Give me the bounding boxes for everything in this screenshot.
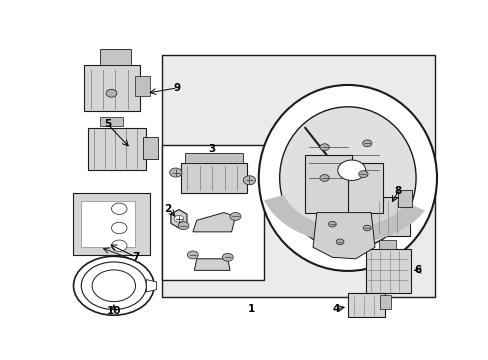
Circle shape xyxy=(328,221,336,227)
Circle shape xyxy=(363,225,370,231)
Bar xyxy=(365,249,410,293)
Bar xyxy=(100,117,123,126)
Bar xyxy=(369,193,381,209)
Circle shape xyxy=(92,270,135,302)
Circle shape xyxy=(358,171,367,177)
Polygon shape xyxy=(194,259,230,270)
Circle shape xyxy=(222,253,233,261)
Bar xyxy=(100,49,131,65)
Circle shape xyxy=(169,168,182,177)
Circle shape xyxy=(111,240,127,251)
Text: 9: 9 xyxy=(173,83,181,93)
Bar xyxy=(397,190,411,207)
Polygon shape xyxy=(146,280,156,292)
Bar xyxy=(378,239,395,249)
Bar xyxy=(185,153,243,163)
Text: 2: 2 xyxy=(164,204,171,214)
Text: 10: 10 xyxy=(106,306,121,316)
Ellipse shape xyxy=(279,107,415,249)
Circle shape xyxy=(337,160,365,180)
Bar xyxy=(135,76,150,95)
Polygon shape xyxy=(170,210,186,228)
Bar xyxy=(162,55,434,297)
Circle shape xyxy=(243,176,255,185)
Circle shape xyxy=(174,215,183,222)
Text: 4: 4 xyxy=(332,304,339,314)
Bar xyxy=(81,201,135,247)
Bar xyxy=(142,137,158,159)
Bar xyxy=(181,163,246,193)
Circle shape xyxy=(319,175,328,181)
Circle shape xyxy=(336,239,343,245)
Circle shape xyxy=(362,140,371,147)
Circle shape xyxy=(73,256,154,315)
Ellipse shape xyxy=(258,85,436,271)
Text: 8: 8 xyxy=(394,186,401,196)
Text: 7: 7 xyxy=(132,252,140,262)
Text: 6: 6 xyxy=(413,265,420,275)
Circle shape xyxy=(178,222,189,230)
Bar xyxy=(380,295,390,309)
Bar xyxy=(305,155,351,213)
Bar xyxy=(73,193,150,255)
Circle shape xyxy=(111,222,127,234)
Wedge shape xyxy=(264,195,424,243)
Text: 1: 1 xyxy=(247,304,254,314)
Bar xyxy=(370,197,409,236)
Circle shape xyxy=(81,262,146,310)
Polygon shape xyxy=(312,213,374,259)
Bar xyxy=(88,128,146,170)
Circle shape xyxy=(111,203,127,215)
Circle shape xyxy=(187,251,198,259)
Bar xyxy=(84,65,140,111)
Circle shape xyxy=(319,144,328,150)
Polygon shape xyxy=(192,213,235,232)
Bar xyxy=(162,145,264,280)
Text: 5: 5 xyxy=(104,119,111,129)
Circle shape xyxy=(106,89,117,97)
Bar xyxy=(347,293,384,316)
Circle shape xyxy=(230,212,241,220)
Text: 3: 3 xyxy=(208,144,215,154)
Bar xyxy=(347,163,382,213)
